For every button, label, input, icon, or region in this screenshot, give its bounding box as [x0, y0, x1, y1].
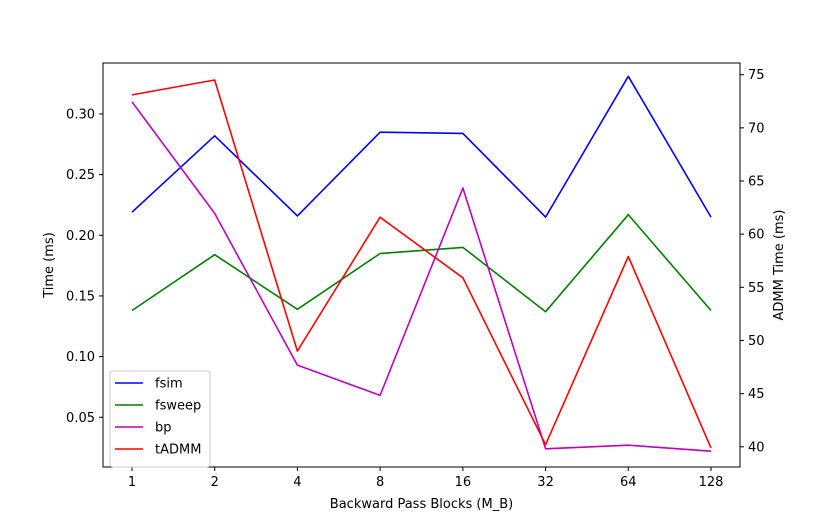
y-right-tick-label: 65 — [748, 175, 765, 190]
legend-label-bp: bp — [155, 421, 172, 436]
y-left-tick-label: 0.05 — [66, 411, 95, 426]
x-tick-label: 8 — [376, 475, 384, 490]
x-tick-label: 1 — [128, 475, 136, 490]
x-axis-label: Backward Pass Blocks (M_B) — [330, 497, 513, 512]
legend-box — [109, 370, 211, 468]
y-axis-left-label: Time (ms) — [42, 232, 57, 299]
legend: fsim fsweep bp tADMM — [109, 370, 211, 468]
y-left-tick-label: 0.10 — [66, 350, 95, 365]
series-line-bp — [131, 101, 712, 452]
legend-label-fsim: fsim — [155, 377, 183, 392]
y-left-tick-label: 0.25 — [66, 168, 95, 183]
y-right-tick-label: 45 — [748, 387, 765, 402]
series-line-fsweep — [131, 213, 712, 313]
y-right-tick-label: 50 — [748, 334, 765, 349]
y-right-tick-label: 75 — [748, 68, 765, 83]
x-axis-ticks: 1 2 4 8 16 32 64 128 — [128, 467, 724, 490]
x-tick-label: 16 — [455, 475, 472, 490]
y-right-tick-label: 60 — [748, 228, 765, 243]
y-right-tick-label: 40 — [748, 440, 765, 455]
legend-label-fsweep: fsweep — [155, 399, 201, 414]
x-tick-label: 64 — [620, 475, 637, 490]
y-left-tick-label: 0.30 — [66, 107, 95, 122]
y-right-tick-label: 55 — [748, 281, 765, 296]
legend-label-tadmm: tADMM — [155, 443, 201, 458]
series-line-fsim — [131, 75, 712, 218]
y-left-tick-label: 0.15 — [66, 289, 95, 304]
x-tick-label: 2 — [211, 475, 219, 490]
y-axis-left-ticks: 0.05 0.10 0.15 0.20 0.25 0.30 — [66, 107, 103, 426]
x-tick-label: 32 — [537, 475, 554, 490]
x-tick-label: 128 — [699, 475, 724, 490]
x-tick-label: 4 — [293, 475, 301, 490]
y-right-tick-label: 70 — [748, 121, 765, 136]
plot-frame — [102, 62, 741, 468]
y-left-tick-label: 0.20 — [66, 229, 95, 244]
y-axis-right-label: ADMM Time (ms) — [772, 210, 787, 321]
y-axis-right-ticks: 40 45 50 55 60 65 70 75 — [740, 68, 765, 455]
series-line-tadmm — [131, 79, 712, 449]
series-layer — [131, 75, 712, 452]
